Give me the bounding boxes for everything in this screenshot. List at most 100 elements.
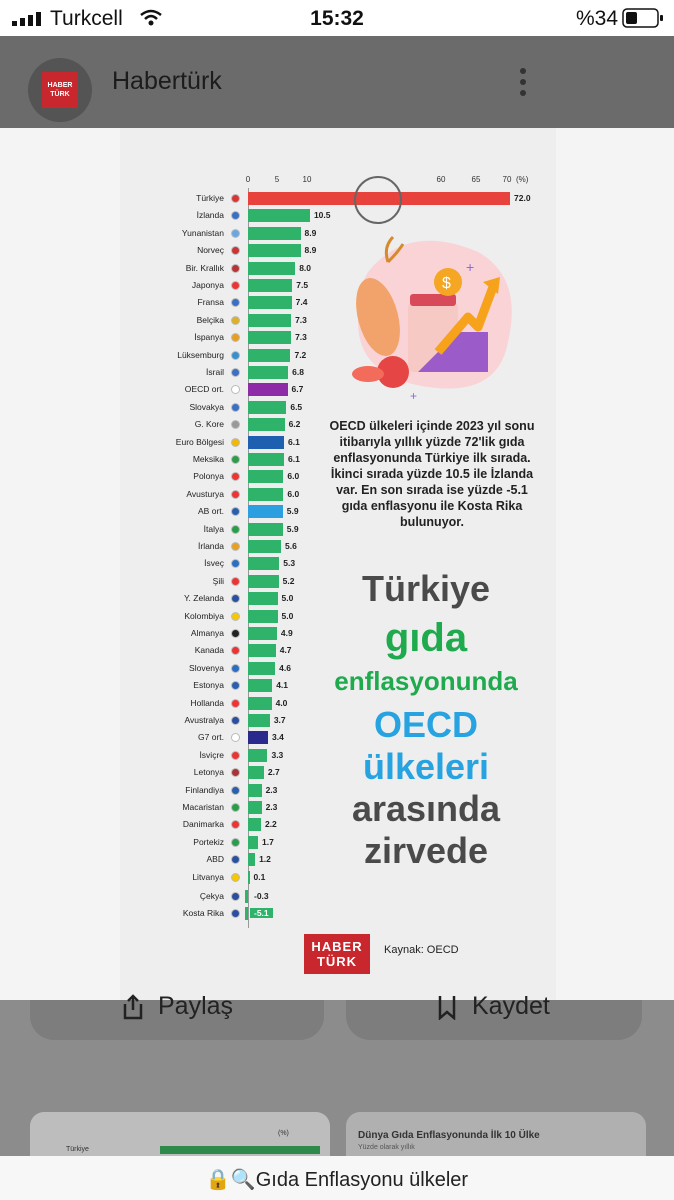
country-flag-icon: [231, 368, 240, 377]
bar: [248, 592, 278, 606]
bar-value-label: 2.2: [264, 819, 277, 830]
country-flag-icon: [231, 542, 240, 551]
bar: [248, 487, 284, 501]
country-label: Polonya: [193, 471, 224, 482]
country-label: Avustralya: [184, 715, 224, 725]
browser-url-bar[interactable]: 🔒🔍Gıda Enflasyonu ülkeler: [0, 1156, 674, 1200]
country-label: İzlanda: [196, 210, 224, 221]
bar: [248, 418, 285, 432]
bar: [248, 383, 288, 397]
bar-value-label: -5.1: [250, 908, 273, 919]
bar: [248, 783, 262, 797]
country-label: İsrail: [206, 367, 224, 377]
lock-icon: 🔒: [205, 1169, 231, 1191]
bar-value-label: -0.3: [254, 891, 269, 901]
country-label: Lüksemburg: [177, 349, 224, 360]
bar-value-label: 4.6: [279, 662, 291, 673]
country-label: İrlanda: [198, 541, 224, 551]
bar: [248, 400, 287, 414]
bar: [248, 853, 256, 867]
country-flag-icon: [231, 385, 240, 395]
country-label: İsveç: [204, 558, 224, 569]
country-flag-icon: [231, 872, 240, 882]
bar-value-label: 6.8: [292, 367, 304, 377]
bar: [248, 540, 282, 553]
country-flag-icon: [231, 909, 240, 919]
share-button[interactable]: Paylaş: [30, 992, 324, 1040]
country-label: Slovenya: [189, 662, 224, 673]
bar: [248, 696, 272, 710]
bar-value-label: 8.9: [304, 227, 317, 238]
country-flag-icon: [231, 611, 240, 621]
bar: [248, 279, 293, 292]
bar: [248, 801, 262, 814]
save-button[interactable]: Kaydet: [346, 992, 642, 1040]
bar-value-label: 8.9: [304, 245, 317, 256]
bar-value-label: 8.0: [299, 262, 312, 273]
country-label: Bir. Krallık: [185, 262, 224, 273]
bar: [248, 627, 277, 640]
bar-value-label: 5.0: [281, 593, 294, 604]
bar-value-label: 5.2: [282, 575, 295, 586]
country-label: G7 ort.: [198, 732, 224, 743]
country-flag-icon: [231, 437, 240, 447]
food-inflation-illustration: $ + +: [352, 235, 512, 402]
bar: [248, 557, 280, 571]
bar-value-label: 7.5: [296, 280, 309, 290]
country-flag-icon: [231, 750, 240, 760]
bar-value-label: 6.0: [287, 488, 300, 499]
bar-value-label: 7.3: [295, 314, 307, 325]
country-label: Finlandiya: [185, 784, 224, 795]
country-label: G. Kore: [194, 419, 224, 430]
carrier-name: Turkcell: [50, 7, 123, 30]
country-label: Portekiz: [193, 836, 224, 847]
country-flag-icon: [231, 837, 240, 847]
headline-line-1: Türkiye: [361, 568, 491, 609]
country-label: Slovakya: [189, 401, 225, 412]
bar: [248, 453, 284, 466]
country-label: Kanada: [194, 645, 224, 656]
axis-tick-label: 60: [436, 175, 446, 184]
country-label: Danimarka: [182, 819, 224, 830]
country-label: Norveç: [197, 245, 224, 256]
country-flag-icon: [231, 768, 240, 778]
related-card-label: Türkiye: [66, 1146, 89, 1153]
country-flag-icon: [231, 663, 240, 673]
axis-unit: (%): [516, 175, 529, 184]
country-label: Euro Bölgesi: [175, 436, 224, 447]
bar-value-label: 72.0: [514, 193, 531, 203]
country-flag-icon: [231, 472, 240, 482]
share-icon: [123, 994, 143, 1020]
bar: [248, 244, 301, 258]
country-flag-icon: [231, 716, 240, 725]
bookmark-icon: [438, 996, 456, 1020]
bar-value-label: 7.3: [295, 332, 307, 343]
country-flag-icon: [231, 646, 240, 656]
bar: [248, 522, 283, 536]
country-flag-icon: [231, 420, 240, 430]
save-label: Kaydet: [472, 992, 550, 1020]
country-flag-icon: [231, 892, 240, 901]
bar-value-label: 2.7: [267, 767, 280, 778]
country-flag-icon: [231, 524, 240, 534]
country-flag-icon: [231, 594, 240, 604]
country-label: Çekya: [199, 891, 224, 901]
country-flag-icon: [231, 402, 240, 412]
app-logo[interactable]: HABER TÜRK: [28, 58, 92, 122]
bar-value-label: 10.5: [313, 210, 331, 221]
country-label: İtalya: [203, 523, 224, 534]
country-flag-icon: [231, 211, 240, 221]
country-flag-icon: [231, 681, 240, 691]
headline-line-2: gıda: [384, 616, 468, 660]
bar: [248, 835, 259, 849]
bar-value-label: 4.1: [276, 680, 289, 691]
bar: [248, 313, 292, 327]
country-label: Türkiye: [196, 193, 224, 203]
related-card-unit: (%): [278, 1130, 289, 1137]
country-flag-icon: [231, 298, 240, 308]
more-options-icon[interactable]: [514, 68, 532, 104]
bar: [248, 818, 261, 832]
axis-tick-label: 5: [274, 175, 280, 184]
country-label: Macaristan: [182, 802, 224, 812]
bar-value-label: 5.6: [285, 541, 297, 551]
